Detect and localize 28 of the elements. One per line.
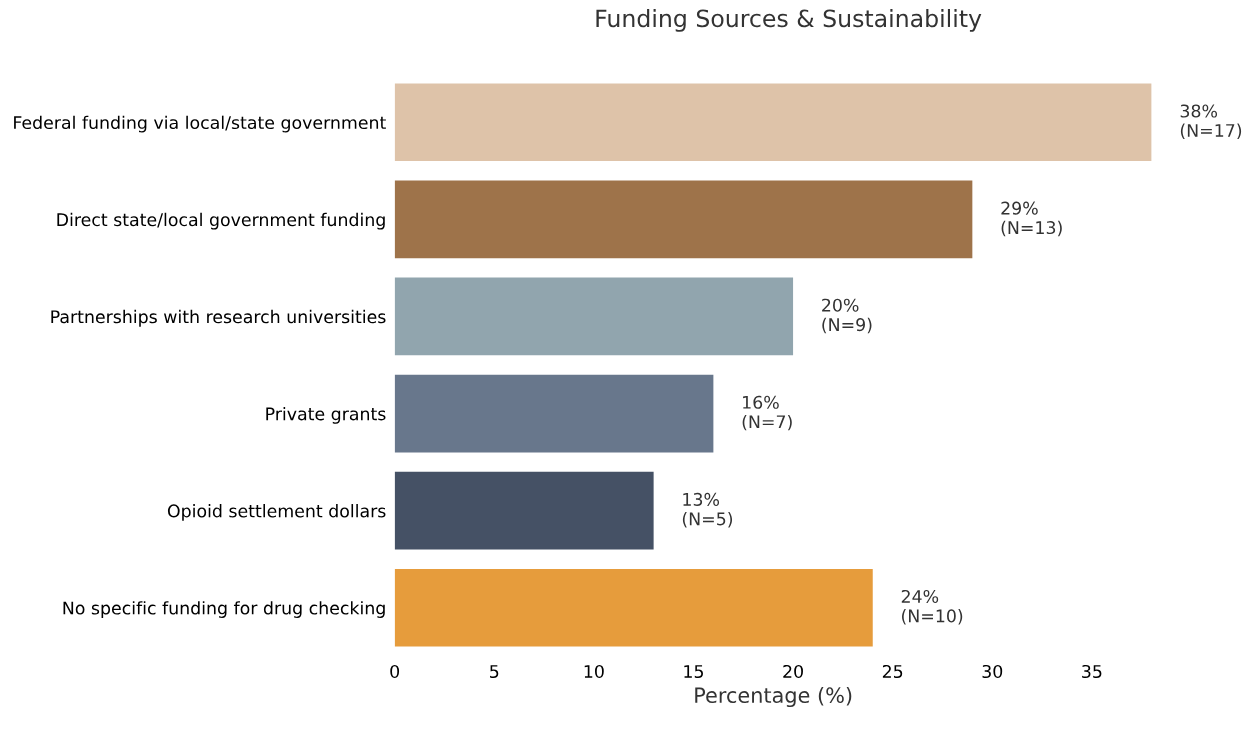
x-tick-label: 10 [584,664,604,679]
y-tick-label: Direct state/local government funding [57,212,385,230]
bar [394,471,654,550]
x-tick-label: 5 [490,665,499,679]
x-tick-label: 25 [882,664,903,679]
data-label: 16% (N=7) [742,395,792,431]
x-tick-label: 15 [684,665,703,679]
data-label: 13% (N=5) [682,492,733,528]
data-label: 29% (N=13) [1001,201,1062,237]
x-tick-label: 30 [982,664,1003,679]
y-tick-label: Partnerships with research universities [51,309,386,327]
x-tick-label: 35 [1082,664,1102,679]
bar [394,374,714,453]
y-tick-label: No specific funding for drug checking [63,601,385,618]
chart-title: Funding Sources & Sustainability [596,9,982,32]
bar [394,277,794,356]
bar [394,568,873,647]
y-tick-label: Federal funding via local/state government [14,115,386,133]
data-label: 24% (N=10) [901,589,963,625]
bar [394,83,1152,162]
data-label: 38% (N=17) [1180,104,1242,140]
y-tick-label: Private grants [266,406,386,424]
y-tick-label: Opioid settlement dollars [167,504,386,521]
data-label: 20% (N=9) [822,298,872,334]
x-axis-title: Percentage (%) [695,686,852,708]
bar [394,180,973,259]
x-tick-label: 0 [390,664,400,679]
x-tick-label: 20 [783,664,803,679]
